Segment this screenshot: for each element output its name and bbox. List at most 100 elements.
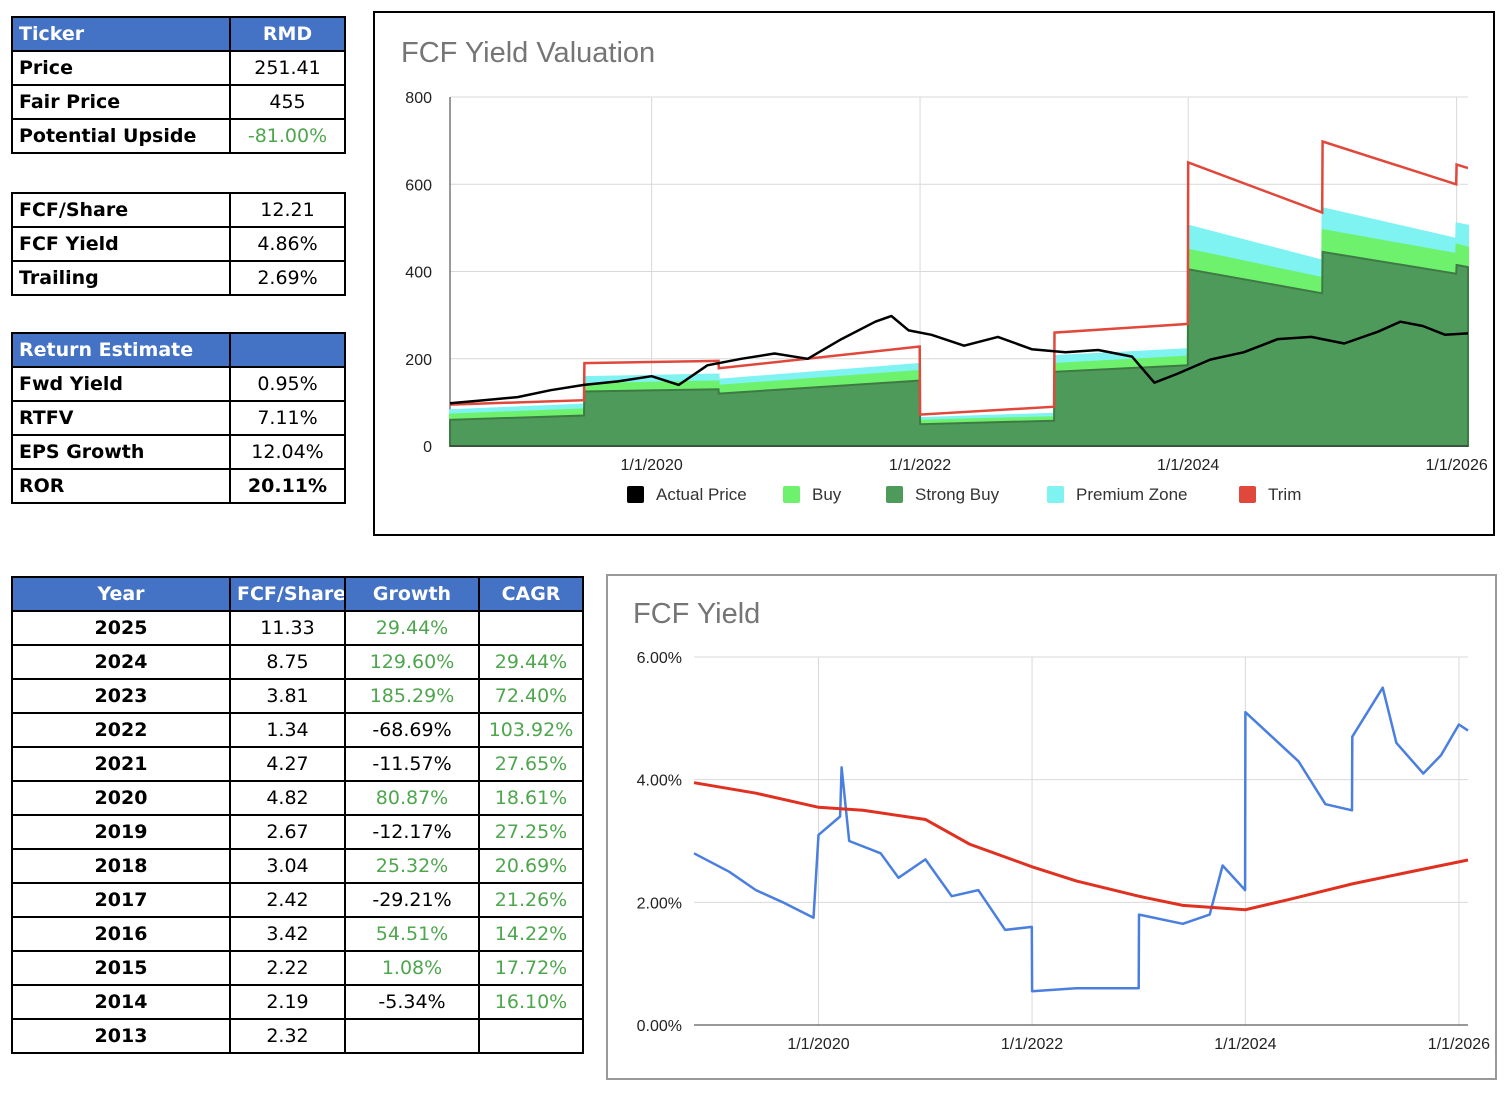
growth-cell: -68.69% <box>344 712 480 748</box>
table-row: 2024 8.75 129.60% 29.44% <box>11 644 584 680</box>
fcf-share-cell: 3.81 <box>229 678 346 714</box>
growth-cell: 54.51% <box>344 916 480 952</box>
ror-row: ROR 20.11% <box>11 468 346 504</box>
table-row: 2022 1.34 -68.69% 103.92% <box>11 712 584 748</box>
x-tick-label: 1/1/2020 <box>787 1036 849 1053</box>
fcf-yield-row: FCF Yield 4.86% <box>11 226 346 262</box>
x-tick-label: 1/1/2024 <box>1214 1036 1276 1053</box>
trailing-label: Trailing <box>11 260 231 296</box>
fcf-yield-series-line <box>693 686 1469 993</box>
x-tick-label: 1/1/2022 <box>889 457 951 474</box>
history-header-row: Year FCF/Share Growth CAGR <box>11 576 584 612</box>
year-cell: 2021 <box>11 746 231 782</box>
table-row: 2014 2.19 -5.34% 16.10% <box>11 984 584 1020</box>
trailing-value: 2.69% <box>229 260 346 296</box>
fcf-yield-value: 4.86% <box>229 226 346 262</box>
year-cell: 2019 <box>11 814 231 850</box>
cagr-cell: 103.92% <box>478 712 584 748</box>
fcf-share-cell: 1.34 <box>229 712 346 748</box>
cagr-cell: 27.65% <box>478 746 584 782</box>
legend-swatch <box>627 486 644 503</box>
growth-cell: 80.87% <box>344 780 480 816</box>
actual-price-line <box>449 314 1469 405</box>
eps-growth-label: EPS Growth <box>11 434 231 470</box>
ticker-header: Ticker <box>11 16 231 52</box>
trim-line <box>449 139 1469 416</box>
year-cell: 2017 <box>11 882 231 918</box>
ror-value: 20.11% <box>229 468 346 504</box>
fcf-share-row: FCF/Share 12.21 <box>11 192 346 228</box>
x-tick-label: 1/1/2020 <box>620 457 682 474</box>
growth-cell: -5.34% <box>344 984 480 1020</box>
x-tick-label: 1/1/2024 <box>1157 457 1219 474</box>
cagr-cell <box>478 610 584 646</box>
fcf-share-cell: 2.42 <box>229 882 346 918</box>
fcf-yield-valuation-chart: FCF Yield Valuation 0 200 400 600 800 1/1/202… <box>373 11 1495 536</box>
legend-swatch <box>1239 486 1256 503</box>
fcf-share-header: FCF/Share <box>229 576 346 612</box>
year-cell: 2025 <box>11 610 231 646</box>
fcf-share-cell: 2.19 <box>229 984 346 1020</box>
trailing-yield-series-line <box>693 781 1469 912</box>
growth-cell: 185.29% <box>344 678 480 714</box>
rtfv-row: RTFV 7.11% <box>11 400 346 436</box>
legend-label: Buy <box>812 485 842 504</box>
year-cell: 2024 <box>11 644 231 680</box>
y-tick-label: 800 <box>405 90 432 107</box>
y-tick-label: 6.00% <box>637 650 682 667</box>
rtfv-label: RTFV <box>11 400 231 436</box>
year-cell: 2020 <box>11 780 231 816</box>
return-header-row: Return Estimate <box>11 332 346 368</box>
valuation-chart-title: FCF Yield Valuation <box>401 37 656 69</box>
fcf-share-cell: 2.67 <box>229 814 346 850</box>
cagr-header: CAGR <box>478 576 584 612</box>
table-row: 2013 2.32 <box>11 1018 584 1054</box>
fair-price-row: Fair Price 455 <box>11 84 346 120</box>
cagr-cell <box>478 1018 584 1054</box>
table-row: 2023 3.81 185.29% 72.40% <box>11 678 584 714</box>
legend-label: Actual Price <box>656 485 747 504</box>
fcf-share-cell: 3.42 <box>229 916 346 952</box>
growth-header: Growth <box>344 576 480 612</box>
eps-growth-row: EPS Growth 12.04% <box>11 434 346 470</box>
valuation-chart-svg: 0 200 400 600 800 1/1/2020 1/1/2022 1/1/2024 1/1… <box>405 90 1488 504</box>
y-tick-label: 0 <box>423 439 432 456</box>
fcf-share-cell: 2.32 <box>229 1018 346 1054</box>
legend-label: Strong Buy <box>915 485 1000 504</box>
y-tick-label: 4.00% <box>637 773 682 790</box>
year-header: Year <box>11 576 231 612</box>
cagr-cell: 20.69% <box>478 848 584 884</box>
fcf-share-label: FCF/Share <box>11 192 231 228</box>
rtfv-value: 7.11% <box>229 400 346 436</box>
legend-label: Premium Zone <box>1076 485 1187 504</box>
summary-header-row: Ticker RMD <box>11 16 346 52</box>
year-cell: 2018 <box>11 848 231 884</box>
fwd-yield-row: Fwd Yield 0.95% <box>11 366 346 402</box>
return-estimate-header-blank <box>229 332 346 368</box>
fcf-share-cell: 3.04 <box>229 848 346 884</box>
cagr-cell: 29.44% <box>478 644 584 680</box>
x-tick-label: 1/1/2026 <box>1428 1036 1490 1053</box>
table-row: 2018 3.04 25.32% 20.69% <box>11 848 584 884</box>
fcf-share-cell: 2.22 <box>229 950 346 986</box>
history-table: Year FCF/Share Growth CAGR 2025 11.33 29.4… <box>11 576 584 1054</box>
x-tick-label: 1/1/2022 <box>1001 1036 1063 1053</box>
price-value: 251.41 <box>229 50 346 86</box>
year-cell: 2016 <box>11 916 231 952</box>
year-cell: 2023 <box>11 678 231 714</box>
fwd-yield-value: 0.95% <box>229 366 346 402</box>
y-tick-label: 400 <box>405 265 432 282</box>
table-row: 2025 11.33 29.44% <box>11 610 584 646</box>
x-tick-label: 1/1/2026 <box>1425 457 1487 474</box>
return-estimate-table: Return Estimate Fwd Yield 0.95% RTFV 7.1… <box>11 332 346 504</box>
table-row: 2021 4.27 -11.57% 27.65% <box>11 746 584 782</box>
fcf-share-cell: 4.82 <box>229 780 346 816</box>
growth-cell: -12.17% <box>344 814 480 850</box>
cagr-cell: 16.10% <box>478 984 584 1020</box>
legend-swatch <box>886 486 903 503</box>
fcf-share-cell: 11.33 <box>229 610 346 646</box>
yield-chart-svg: 0.00% 2.00% 4.00% 6.00% 1/1/2020 1/1/2022 1/1/… <box>637 650 1491 1053</box>
year-cell: 2014 <box>11 984 231 1020</box>
growth-cell <box>344 1018 480 1054</box>
table-row: 2019 2.67 -12.17% 27.25% <box>11 814 584 850</box>
